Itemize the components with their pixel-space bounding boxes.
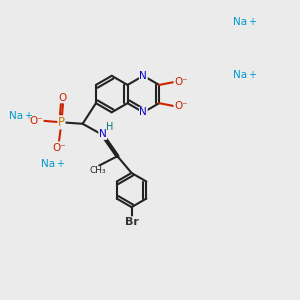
Text: H: H [106, 122, 114, 132]
Text: O⁻: O⁻ [52, 143, 66, 153]
Text: O⁻: O⁻ [29, 116, 43, 126]
Text: Br: Br [124, 217, 139, 227]
Text: +: + [56, 158, 64, 169]
Text: +: + [248, 70, 256, 80]
Text: N: N [140, 107, 147, 117]
Text: O: O [59, 93, 67, 103]
Text: CH₃: CH₃ [89, 167, 106, 176]
Text: O⁻: O⁻ [174, 77, 188, 87]
Text: Na: Na [41, 158, 55, 169]
Text: N: N [99, 129, 106, 140]
Text: Na: Na [233, 17, 247, 27]
Text: N: N [140, 71, 147, 81]
Text: Na: Na [9, 111, 23, 121]
Text: Na: Na [233, 70, 247, 80]
Text: O⁻: O⁻ [174, 101, 188, 111]
Text: P: P [58, 116, 65, 129]
Text: +: + [248, 17, 256, 27]
Text: +: + [24, 111, 32, 121]
